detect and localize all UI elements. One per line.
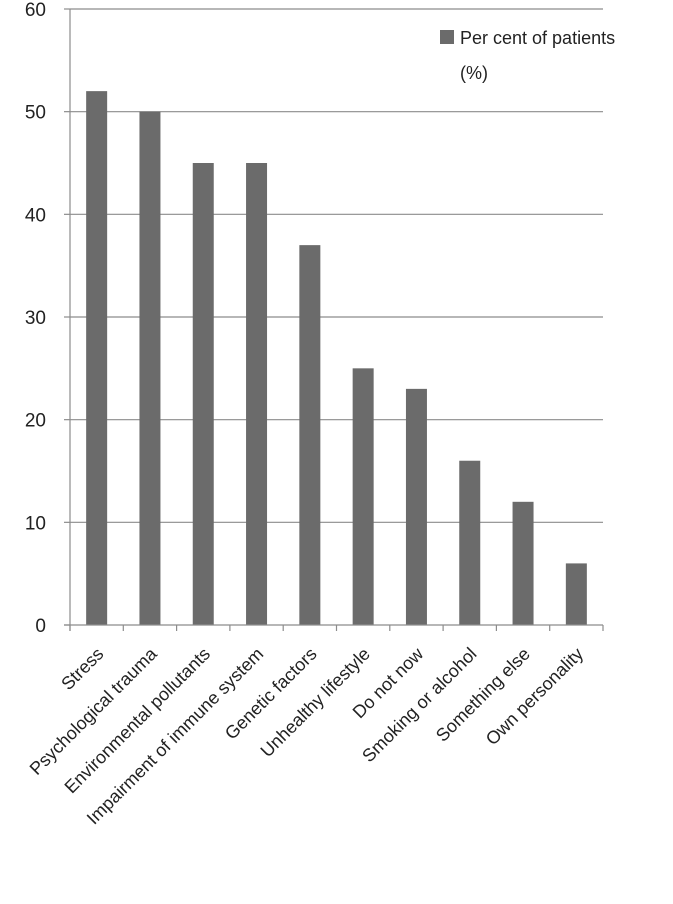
y-tick-label: 20 [25,411,46,432]
axes [64,8,604,631]
x-tick-label: Own personality [482,644,587,749]
bar [459,460,481,625]
y-tick-label: 0 [35,616,46,637]
legend-swatch [440,30,454,44]
legend-label-line1: Per cent of patients [460,28,615,48]
y-tick-label: 30 [25,308,46,329]
bar [299,245,321,625]
bar [139,111,161,625]
bar [512,501,534,625]
y-tick-label: 10 [25,513,46,534]
bars [86,91,587,626]
bar [565,563,587,625]
y-tick-label: 60 [25,0,46,21]
x-tick-label: Something else [432,644,534,746]
bar [405,388,427,625]
y-tick-label: 40 [25,205,46,226]
bar [86,91,108,626]
y-tick-labels: 0 10 20 30 40 50 60 [25,0,46,637]
x-tick-label: Stress [57,644,107,694]
bar [192,163,214,625]
legend-label-line2: (%) [460,63,488,83]
x-tick-label: Genetic factors [221,644,321,744]
legend: Per cent of patients (%) [440,28,615,83]
bar [246,163,268,625]
y-tick-label: 50 [25,103,46,124]
bar [352,368,374,625]
